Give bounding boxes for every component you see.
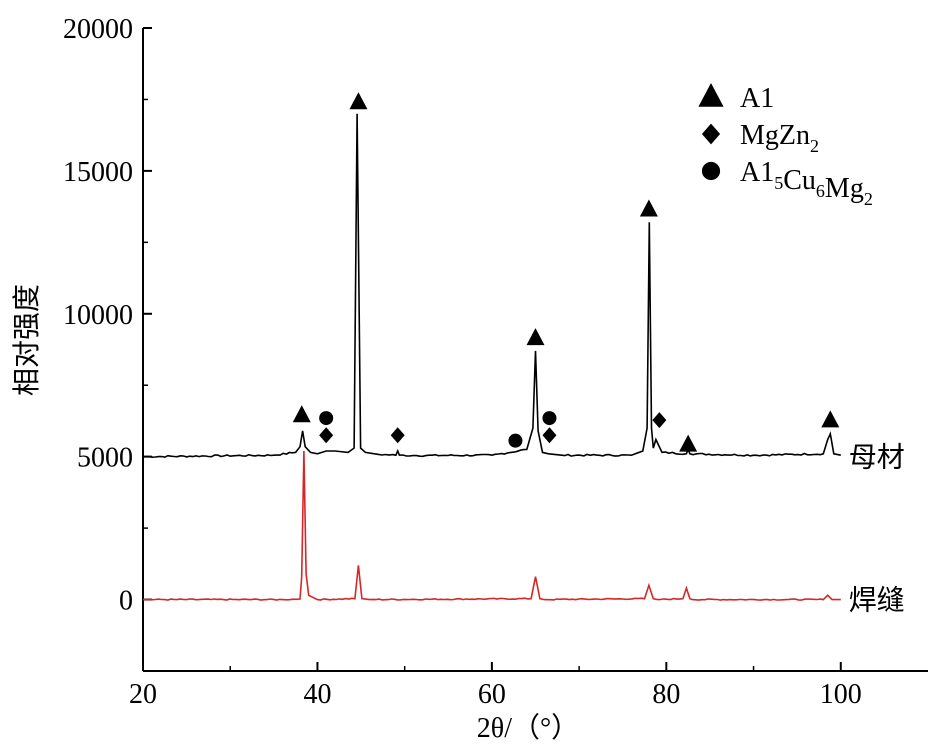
series-label: 母材 <box>849 441 905 474</box>
legend-marker-triangle <box>698 82 724 107</box>
peak-marker-triangle <box>679 434 698 452</box>
peak-marker-diamond <box>319 427 334 444</box>
peak-marker-triangle <box>821 410 840 428</box>
y-tick-label: 0 <box>119 586 133 617</box>
legend-entry <box>701 161 721 181</box>
peak-marker-triangle <box>349 92 368 110</box>
peak-marker-diamond <box>390 427 405 444</box>
y-tick-label: 20000 <box>63 14 133 45</box>
x-ticks: 20 40 60 80 100 <box>129 662 862 710</box>
legend-label: A15Cu6Mg2 <box>740 157 873 209</box>
peak-marker-triangle <box>526 328 545 346</box>
legend-label: A1 <box>740 83 774 114</box>
series-label: 焊缝 <box>849 584 905 617</box>
x-tick-label: 60 <box>478 679 506 710</box>
x-tick-label: 40 <box>303 679 331 710</box>
peak-marker-diamond <box>652 412 667 429</box>
peak-marker-circle <box>542 411 557 426</box>
y-ticks: 0 5000 10000 15000 20000 <box>63 14 152 617</box>
peak-marker-triangle <box>292 405 311 423</box>
peak-marker-circle <box>319 411 334 426</box>
x-axis-label: 2θ/（°） <box>477 712 579 744</box>
legend-entry <box>701 123 721 145</box>
legend-label: MgZn2 <box>740 120 819 156</box>
legend-entry <box>698 82 724 107</box>
x-tick-label: 80 <box>652 679 680 710</box>
peak-markers <box>292 92 840 452</box>
series-line-1 <box>142 113 841 459</box>
x-tick-label: 100 <box>820 679 862 710</box>
x-tick-label: 20 <box>129 679 157 710</box>
series-line-2 <box>142 450 841 601</box>
y-axis-label: 相对强度 <box>11 284 43 396</box>
legend-marker-diamond <box>701 123 721 145</box>
series-layer <box>142 113 841 601</box>
peak-marker-diamond <box>542 427 557 444</box>
peak-marker-circle <box>508 433 523 448</box>
y-tick-label: 15000 <box>63 157 133 188</box>
legend-marker-circle <box>701 161 721 181</box>
peak-marker-triangle <box>639 199 658 217</box>
y-tick-label: 10000 <box>63 300 133 331</box>
y-tick-label: 5000 <box>77 443 133 474</box>
